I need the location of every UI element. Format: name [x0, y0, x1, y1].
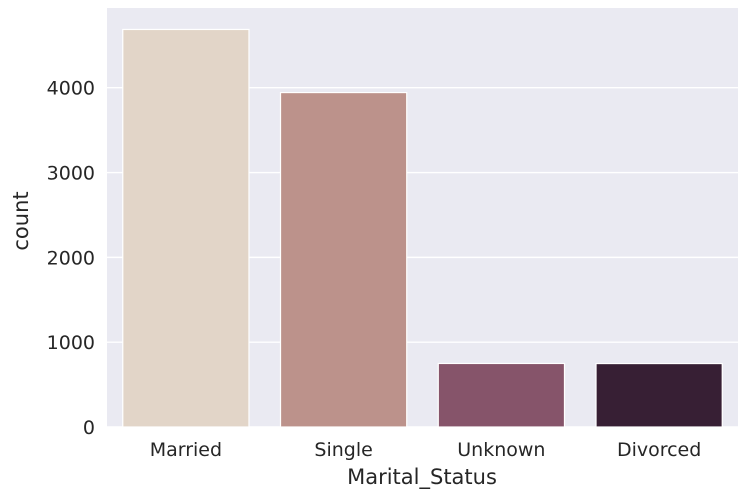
bar-married	[122, 28, 250, 428]
bar-unknown	[437, 362, 566, 428]
x-tick-label-single: Single	[314, 439, 372, 461]
y-tick-label: 1000	[47, 332, 95, 354]
y-tick-label: 4000	[47, 78, 95, 100]
x-tick-label-divorced: Divorced	[617, 439, 701, 461]
x-tick-labels: Married Single Unknown Divorced	[150, 439, 702, 461]
bar-single	[279, 91, 408, 428]
x-tick-label-unknown: Unknown	[457, 439, 545, 461]
y-axis-label: count	[9, 191, 33, 250]
y-tick-label: 0	[83, 417, 95, 439]
bars	[122, 28, 723, 428]
y-tick-labels: 0 1000 2000 3000 4000	[47, 78, 95, 439]
bar-divorced	[595, 362, 723, 428]
y-tick-label: 3000	[47, 163, 95, 185]
y-tick-label: 2000	[47, 247, 95, 269]
x-tick-label-married: Married	[150, 439, 222, 461]
x-axis-label: Marital_Status	[347, 465, 497, 490]
